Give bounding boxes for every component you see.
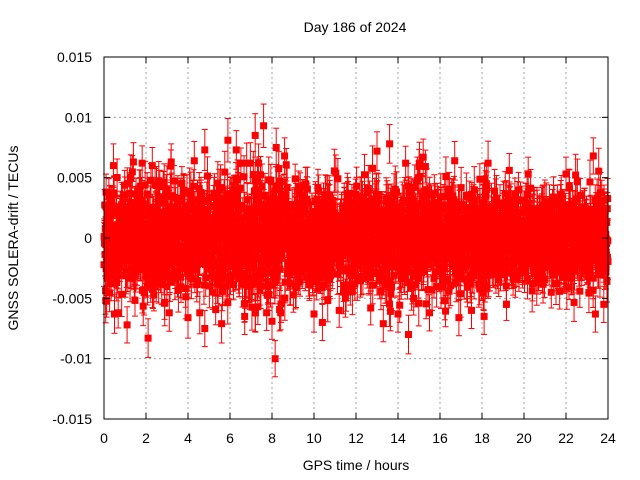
data-marker bbox=[166, 246, 174, 254]
data-marker bbox=[257, 171, 265, 179]
data-marker bbox=[141, 200, 149, 208]
data-marker bbox=[140, 212, 148, 220]
data-marker bbox=[159, 255, 167, 263]
data-points bbox=[100, 103, 612, 378]
data-marker bbox=[149, 281, 157, 289]
data-marker bbox=[158, 232, 166, 240]
data-point bbox=[165, 293, 173, 332]
data-marker bbox=[103, 297, 111, 305]
data-marker bbox=[138, 159, 146, 167]
data-marker bbox=[255, 159, 263, 167]
data-marker bbox=[141, 220, 149, 228]
data-marker bbox=[109, 235, 117, 243]
data-marker bbox=[154, 200, 162, 208]
data-marker bbox=[113, 279, 121, 287]
data-marker bbox=[127, 173, 135, 181]
data-marker bbox=[143, 273, 151, 281]
data-marker bbox=[177, 283, 185, 291]
data-marker bbox=[177, 273, 185, 281]
data-marker bbox=[105, 267, 113, 275]
data-marker bbox=[170, 252, 178, 260]
data-marker bbox=[157, 272, 165, 280]
data-marker bbox=[144, 283, 152, 291]
data-marker bbox=[141, 181, 149, 189]
data-marker bbox=[124, 229, 132, 237]
data-marker bbox=[113, 174, 121, 182]
data-marker bbox=[123, 180, 131, 188]
data-marker bbox=[146, 203, 154, 211]
data-marker bbox=[147, 176, 155, 184]
data-marker bbox=[110, 190, 118, 198]
data-marker bbox=[143, 190, 151, 198]
data-marker bbox=[177, 197, 185, 205]
data-marker bbox=[159, 209, 167, 217]
data-marker bbox=[131, 296, 139, 304]
data-marker bbox=[121, 211, 129, 219]
data-marker bbox=[153, 269, 161, 277]
data-marker bbox=[137, 196, 145, 204]
data-marker bbox=[109, 202, 117, 210]
data-marker bbox=[122, 272, 130, 280]
data-marker bbox=[217, 184, 225, 192]
data-marker bbox=[126, 274, 134, 282]
data-marker bbox=[114, 309, 122, 317]
data-marker bbox=[155, 193, 163, 201]
data-point bbox=[113, 158, 121, 197]
data-marker bbox=[162, 265, 170, 273]
data-marker bbox=[106, 289, 114, 297]
data-marker bbox=[154, 221, 162, 229]
data-marker bbox=[141, 257, 149, 265]
data-marker bbox=[101, 201, 109, 209]
data-marker bbox=[152, 209, 160, 217]
data-marker bbox=[132, 270, 140, 278]
data-marker bbox=[150, 291, 158, 299]
data-marker bbox=[212, 306, 220, 314]
data-marker bbox=[119, 198, 127, 206]
data-marker bbox=[154, 263, 162, 271]
data-marker bbox=[163, 185, 171, 193]
data-marker bbox=[114, 263, 122, 271]
data-marker bbox=[170, 177, 178, 185]
data-marker bbox=[161, 298, 169, 306]
data-marker bbox=[128, 168, 136, 176]
data-marker bbox=[118, 290, 126, 298]
data-marker bbox=[108, 198, 116, 206]
data-marker bbox=[167, 206, 175, 214]
data-marker bbox=[139, 302, 147, 310]
data-marker bbox=[126, 190, 134, 198]
data-marker bbox=[155, 177, 163, 185]
data-marker bbox=[165, 309, 173, 317]
chart-title: Day 186 of 2024 bbox=[304, 19, 407, 35]
data-marker bbox=[166, 278, 174, 286]
data-marker bbox=[246, 159, 254, 167]
data-marker bbox=[150, 212, 158, 220]
data-marker bbox=[108, 207, 116, 215]
data-marker bbox=[136, 182, 144, 190]
data-marker bbox=[160, 178, 168, 186]
data-marker bbox=[133, 264, 141, 272]
data-marker bbox=[224, 299, 232, 307]
data-point bbox=[138, 145, 146, 181]
data-marker bbox=[149, 263, 157, 271]
data-marker bbox=[140, 289, 148, 297]
